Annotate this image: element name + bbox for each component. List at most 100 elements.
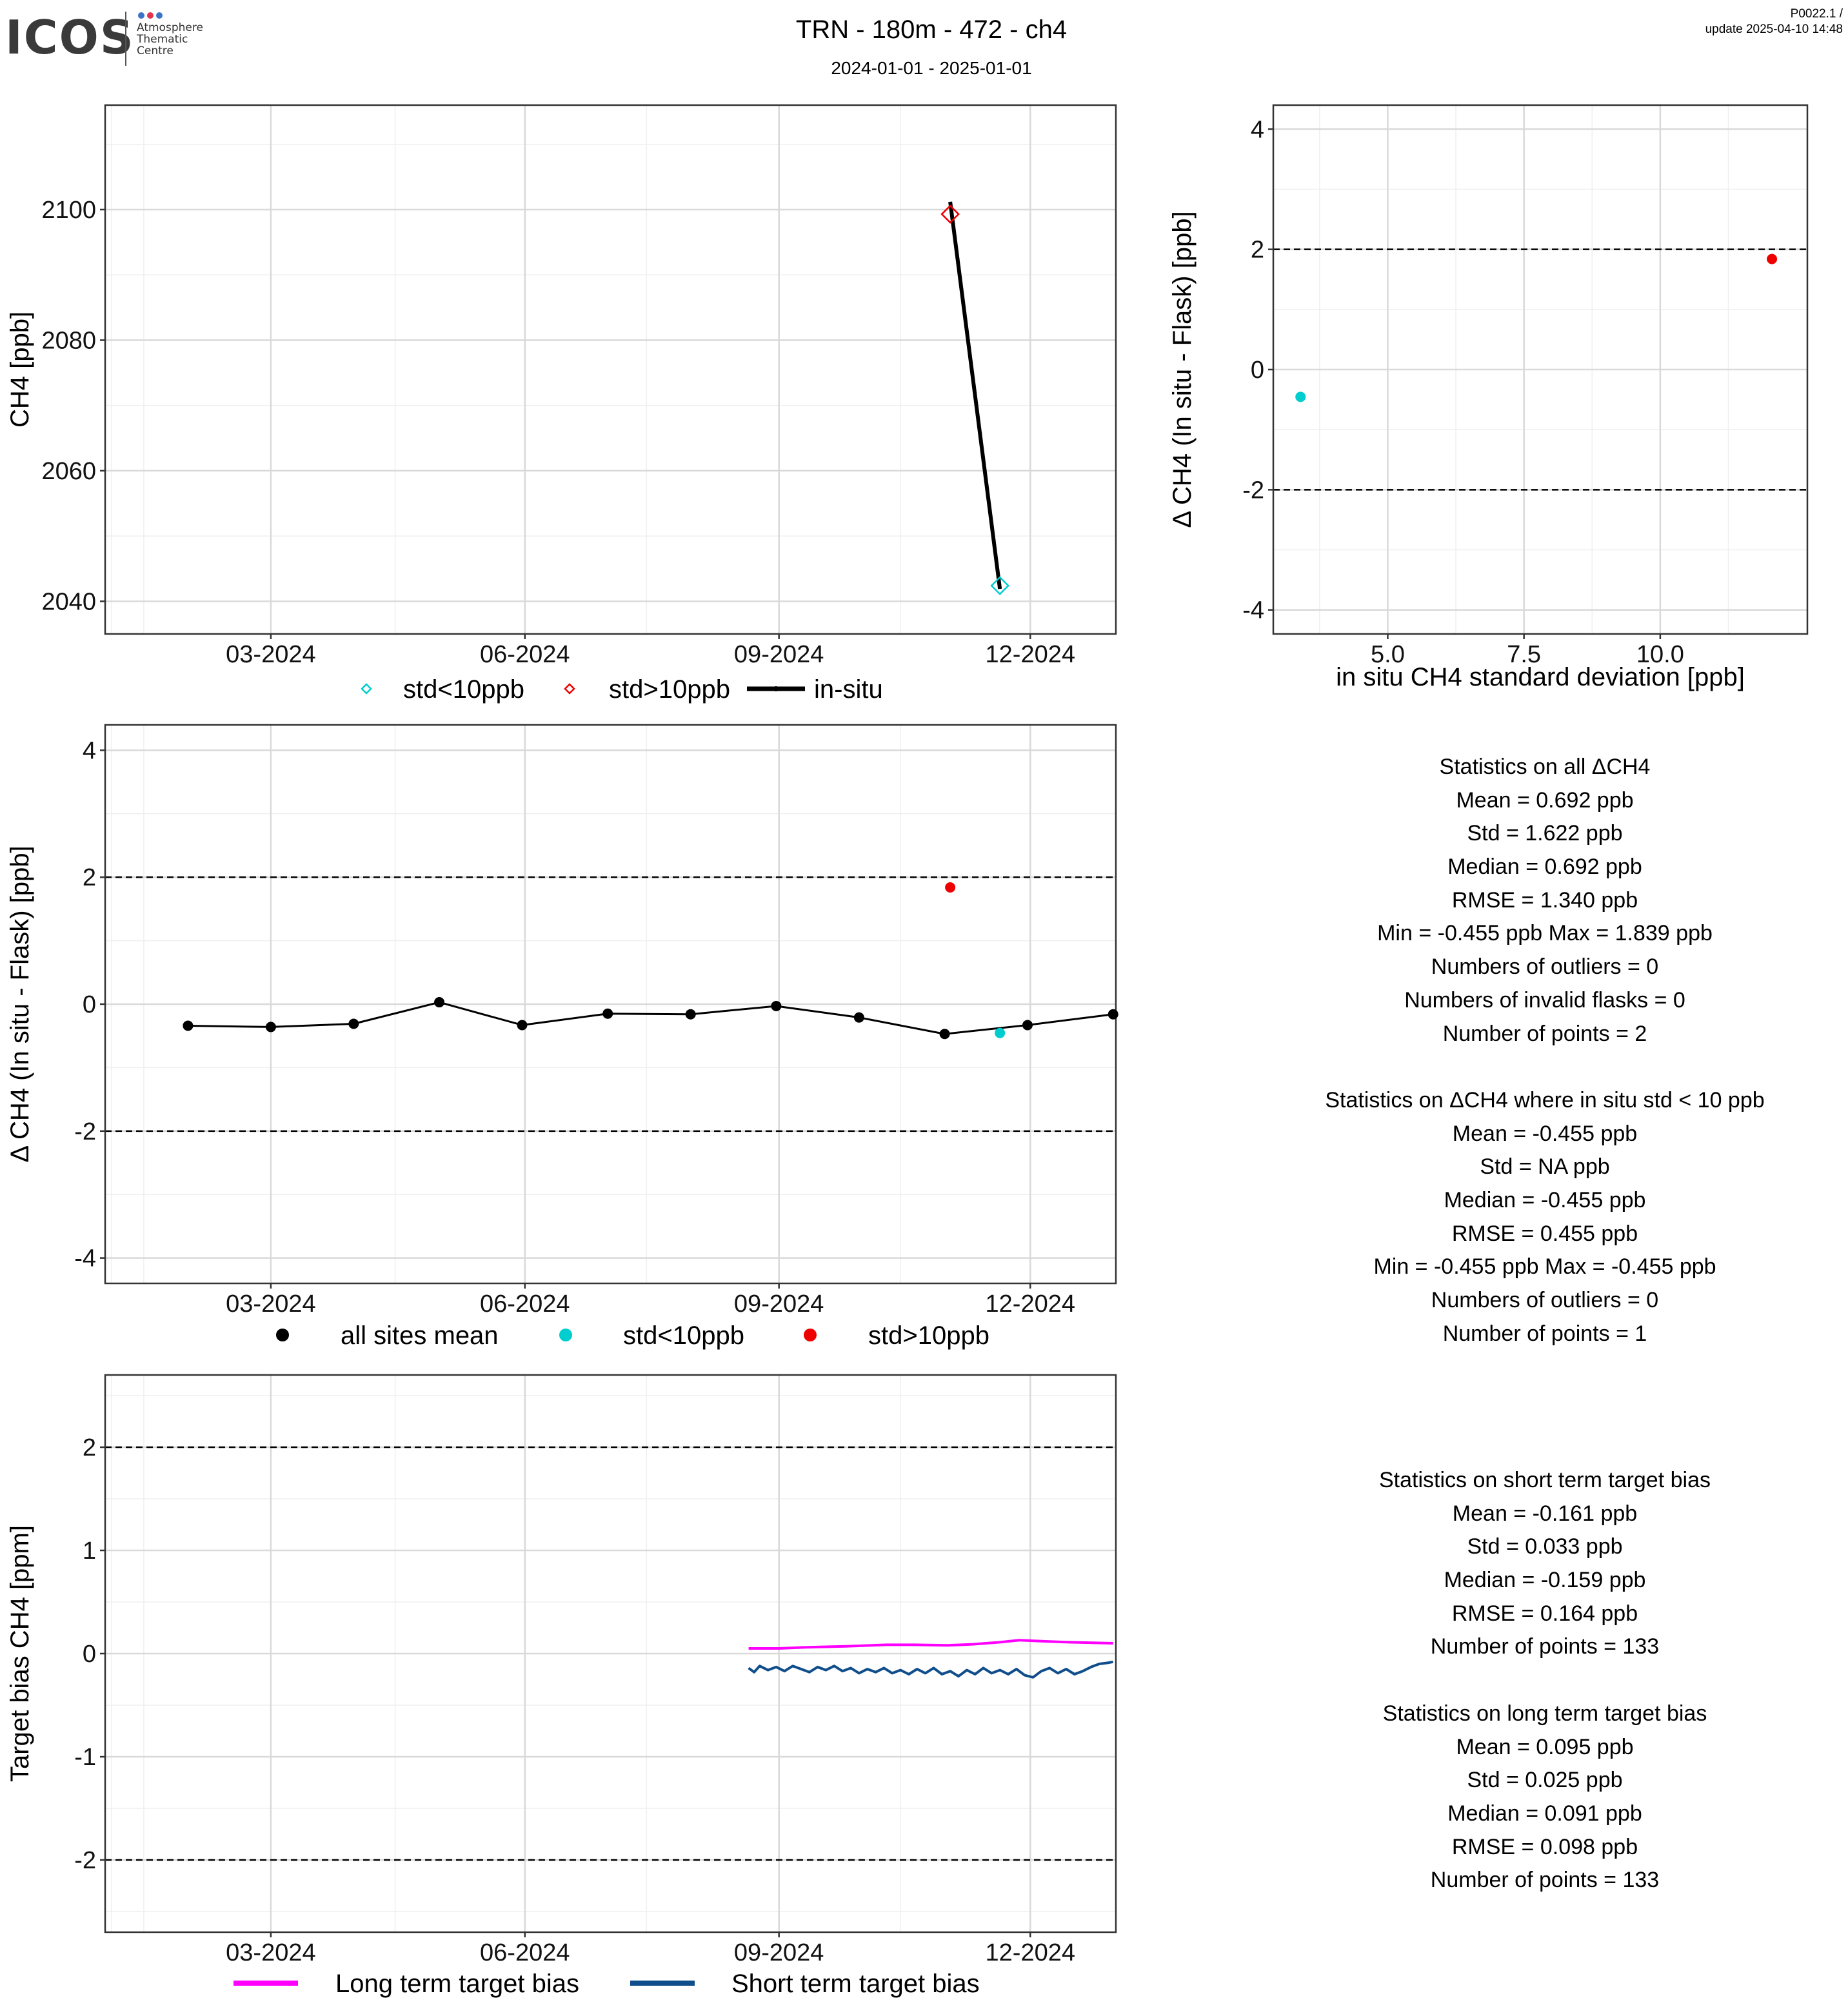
stat-line: Number of points = 1 bbox=[1442, 1321, 1647, 1346]
delta-vs-std-chart: -4 -2 0 2 4 5.0 7.5 10.0 Δ CH4 (In situ - Flask)… bbox=[1168, 104, 1809, 691]
y-tick-label: -1 bbox=[74, 1744, 96, 1771]
flask-diamond-marker bbox=[990, 576, 1009, 595]
y-tick-label: 2060 bbox=[41, 458, 96, 485]
legend-label: std>10ppb bbox=[868, 1321, 989, 1350]
stat-line: Number of points = 133 bbox=[1430, 1634, 1660, 1659]
x-tick-label: 7.5 bbox=[1507, 641, 1541, 668]
x-tick-label: 10.0 bbox=[1636, 641, 1684, 668]
x-tick-label: 03-2024 bbox=[226, 1290, 315, 1318]
stat-spacer bbox=[1238, 1664, 1848, 1697]
in-situ-line bbox=[948, 201, 1002, 589]
mean-point bbox=[434, 997, 445, 1008]
logo-subtext: Atmosphere Thematic Centre bbox=[137, 22, 203, 57]
x-tick-label: 09-2024 bbox=[734, 1939, 824, 1966]
x-tick-label: 03-2024 bbox=[226, 1939, 315, 1966]
stat-line: Numbers of outliers = 0 bbox=[1431, 1288, 1659, 1312]
mean-point bbox=[1108, 1009, 1118, 1020]
y-tick-label: 4 bbox=[1251, 116, 1264, 143]
delta-timeseries-chart: -4 -2 0 2 4 03-2024 06-2024 09-2024 12-2024 Δ CH4… bbox=[6, 724, 1118, 1350]
legend-point-icon bbox=[773, 686, 779, 691]
stat-line: Numbers of invalid flasks = 0 bbox=[1404, 987, 1685, 1013]
legend-label: Long term target bias bbox=[335, 1970, 579, 1998]
y-tick-label: -2 bbox=[1242, 477, 1264, 504]
short-term-bias-line bbox=[748, 1660, 1114, 1679]
mean-point bbox=[685, 1009, 696, 1020]
stat-line: Number of points = 133 bbox=[1430, 1868, 1660, 1893]
stat-line: RMSE = 0.164 ppb bbox=[1451, 1601, 1638, 1626]
stat-line: Std = 1.622 ppb bbox=[1467, 821, 1623, 846]
legend-label: in-situ bbox=[814, 675, 883, 704]
x-tick-label: 06-2024 bbox=[480, 1939, 570, 1966]
logo-wordmark: ICOS bbox=[5, 10, 135, 64]
stat-line: Number of points = 2 bbox=[1442, 1021, 1647, 1046]
legend-diamond-icon bbox=[361, 683, 372, 695]
stat-line: Median = -0.159 ppb bbox=[1444, 1568, 1646, 1593]
y-tick-label: 0 bbox=[83, 991, 96, 1018]
flask-point bbox=[945, 882, 956, 893]
logo-sub-line: Centre bbox=[137, 44, 174, 57]
stat-line: Mean = -0.455 ppb bbox=[1452, 1121, 1638, 1146]
x-tick-label: 12-2024 bbox=[986, 641, 1075, 668]
legend-diamond-icon bbox=[564, 683, 575, 695]
stat-line: Min = -0.455 ppb Max = 1.839 ppb bbox=[1377, 921, 1713, 946]
ch4-timeseries-chart: 2040 2060 2080 2100 03-2024 06-2024 09-2024 12-… bbox=[6, 104, 1117, 704]
y-tick-label: 1 bbox=[83, 1537, 96, 1565]
y-axis-label: CH4 [ppb] bbox=[6, 311, 34, 428]
stat-line: Median = 0.091 ppb bbox=[1447, 1801, 1642, 1826]
legend-label: std>10ppb bbox=[609, 675, 730, 704]
stat-line: Statistics on long term target bias bbox=[1382, 1701, 1707, 1726]
page-title: TRN - 180m - 472 - ch4 bbox=[795, 15, 1068, 44]
flask-point bbox=[995, 1027, 1006, 1038]
y-tick-label: 2 bbox=[1251, 237, 1264, 264]
stat-line: Std = 0.025 ppb bbox=[1467, 1768, 1623, 1793]
x-tick-label: 12-2024 bbox=[986, 1290, 1075, 1318]
mean-line bbox=[188, 1001, 1113, 1035]
stat-line: Median = -0.455 ppb bbox=[1444, 1187, 1646, 1212]
y-tick-label: 0 bbox=[83, 1641, 96, 1668]
target-bias-statistics-panel: Statistics on short term target bias Mean… bbox=[1238, 1464, 1848, 1897]
y-tick-label: 4 bbox=[83, 737, 96, 764]
legend-point-icon bbox=[276, 1329, 289, 1341]
logo: ICOS Atmosphere Thematic Centre bbox=[5, 9, 212, 67]
y-axis-label: Target bias CH4 [ppm] bbox=[6, 1525, 34, 1782]
legend-label: all sites mean bbox=[341, 1321, 499, 1350]
stat-line: Statistics on short term target bias bbox=[1379, 1468, 1711, 1492]
scatter-point bbox=[1295, 391, 1306, 402]
x-tick-label: 06-2024 bbox=[480, 641, 570, 668]
legend-label: std<10ppb bbox=[403, 675, 524, 704]
logo-divider bbox=[125, 12, 126, 66]
stat-line: Std = 0.033 ppb bbox=[1467, 1534, 1623, 1559]
legend-point-icon bbox=[559, 1329, 572, 1341]
scatter-point bbox=[1767, 253, 1778, 264]
x-tick-label: 5.0 bbox=[1371, 641, 1405, 668]
mean-point bbox=[771, 1000, 782, 1011]
y-tick-label: -4 bbox=[1242, 597, 1264, 624]
update-timestamp: update 2025-04-10 14:48 bbox=[1705, 23, 1843, 36]
logo-dot bbox=[138, 12, 144, 19]
x-tick-label: 09-2024 bbox=[734, 1290, 824, 1318]
stat-line: Statistics on ΔCH4 where in situ std < 1… bbox=[1325, 1087, 1765, 1112]
version-info: P0022.1 / update 2025-04-10 14:48 bbox=[1520, 6, 1843, 37]
y-tick-label: 2 bbox=[83, 1434, 96, 1461]
logo-sub-line: Atmosphere bbox=[137, 21, 203, 34]
page-subtitle: 2024-01-01 - 2025-01-01 bbox=[831, 58, 1032, 78]
y-tick-label: -2 bbox=[74, 1847, 96, 1874]
stat-line: Mean = 0.095 ppb bbox=[1456, 1734, 1634, 1759]
y-axis-label: Δ CH4 (In situ - Flask) [ppb] bbox=[6, 845, 34, 1162]
x-axis-label: in situ CH4 standard deviation [ppb] bbox=[1336, 663, 1745, 691]
legend-label: Short term target bias bbox=[731, 1970, 980, 1998]
y-tick-label: 2100 bbox=[41, 197, 96, 224]
stat-line: Std = NA ppb bbox=[1480, 1154, 1610, 1180]
mean-point bbox=[348, 1018, 359, 1029]
flask-diamond-marker bbox=[940, 204, 960, 224]
legend-point-icon bbox=[804, 1329, 817, 1341]
y-tick-label: 2040 bbox=[41, 588, 96, 615]
logo-dot bbox=[156, 12, 163, 19]
y-axis-label: Δ CH4 (In situ - Flask) [ppb] bbox=[1168, 211, 1197, 528]
mean-point bbox=[602, 1008, 613, 1019]
x-tick-label: 03-2024 bbox=[226, 641, 315, 668]
stat-line: Min = -0.455 ppb Max = -0.455 ppb bbox=[1373, 1254, 1716, 1280]
mean-point bbox=[265, 1022, 276, 1033]
logo-dot bbox=[147, 12, 154, 19]
stat-line: Median = 0.692 ppb bbox=[1447, 855, 1642, 880]
